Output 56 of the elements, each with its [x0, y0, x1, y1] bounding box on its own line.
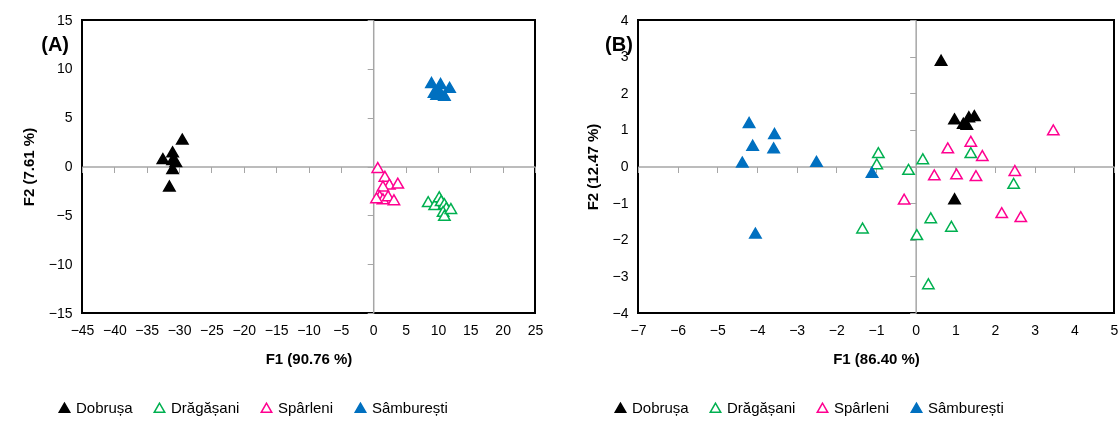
y-tick-label: −15 — [48, 304, 73, 321]
y-tick-label: −5 — [56, 206, 73, 223]
x-tick-label: −15 — [264, 321, 289, 338]
x-tick-label: −45 — [70, 321, 95, 338]
x-tick-label: 5 — [1110, 321, 1119, 338]
y-tick-label: 2 — [620, 84, 629, 101]
x-tick-label: −2 — [828, 321, 846, 338]
y-tick-label: 0 — [64, 158, 73, 174]
y-tick-label: 4 — [620, 11, 629, 28]
y-tick-label: 1 — [620, 121, 629, 138]
x-tick-label: −20 — [232, 321, 257, 338]
x-tick-label: −25 — [200, 321, 225, 338]
x-tick-label: −30 — [167, 321, 192, 338]
y-tick-label: −1 — [612, 194, 629, 211]
x-tick-label: 1 — [951, 321, 960, 338]
legend-label: Drăgășani — [727, 398, 796, 416]
x-tick-label: −35 — [135, 321, 160, 338]
legend-label: Spârleni — [278, 398, 334, 416]
x-axis-title: F1 (90.76 %) — [265, 349, 353, 367]
legend-label: Sâmburești — [928, 398, 1004, 416]
x-tick-label: −10 — [297, 321, 322, 338]
y-tick-label: 15 — [56, 11, 73, 28]
x-tick-label: 15 — [463, 321, 479, 338]
legend-label: Dobrușa — [76, 398, 134, 416]
y-tick-label: 10 — [56, 60, 73, 77]
text: (A) — [41, 33, 70, 55]
y-tick-label: 5 — [64, 109, 73, 126]
x-tick-label: 20 — [495, 321, 512, 338]
legend-label: Drăgășani — [171, 398, 240, 416]
y-tick-label: −2 — [612, 231, 629, 248]
x-tick-label: −5 — [333, 321, 350, 338]
x-tick-label: −7 — [630, 321, 647, 338]
y-axis-title: F2 (7.61 %) — [19, 127, 37, 207]
x-axis-title: F1 (86.40 %) — [833, 349, 920, 367]
x-tick-label: −5 — [709, 321, 727, 338]
y-tick-label: −4 — [612, 304, 629, 321]
y-tick-label: −10 — [48, 255, 73, 272]
legend-label: Sâmburești — [372, 398, 448, 416]
legend-label: Dobrușa — [632, 398, 690, 416]
x-tick-label: 0 — [369, 321, 378, 338]
x-tick-label: 25 — [527, 321, 544, 338]
x-tick-label: −6 — [670, 321, 687, 338]
x-tick-label: −40 — [102, 321, 127, 338]
y-tick-label: 0 — [620, 158, 629, 174]
x-tick-label: 2 — [991, 321, 1000, 338]
x-tick-label: −3 — [789, 321, 806, 338]
x-tick-label: 10 — [430, 321, 447, 338]
y-tick-label: −3 — [612, 267, 629, 284]
legend-label: Spârleni — [834, 398, 890, 416]
x-tick-label: 4 — [1070, 321, 1079, 338]
y-axis-title: F2 (12.47 %) — [583, 123, 601, 211]
x-tick-label: −1 — [868, 321, 885, 338]
x-tick-label: 3 — [1031, 321, 1040, 338]
x-tick-label: 0 — [912, 321, 921, 338]
x-tick-label: 5 — [402, 321, 411, 338]
x-tick-label: −4 — [749, 321, 766, 338]
